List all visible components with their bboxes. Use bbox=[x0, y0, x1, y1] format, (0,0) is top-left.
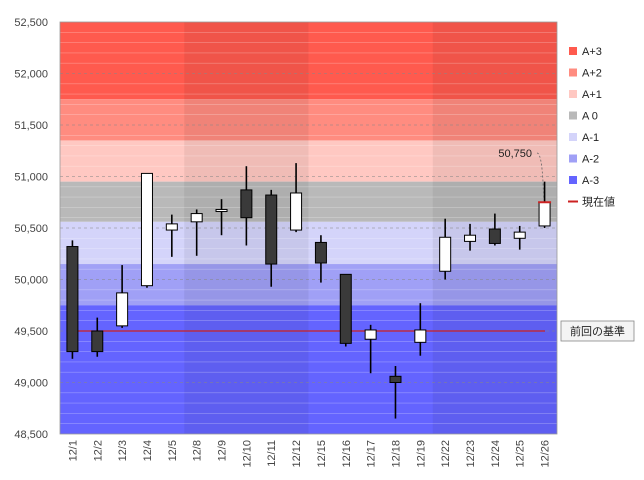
x-tick-label: 12/3 bbox=[117, 440, 129, 461]
candle-body bbox=[190, 213, 203, 223]
x-tick-label: 12/5 bbox=[167, 440, 179, 461]
candle-body bbox=[464, 234, 477, 242]
x-tick-label: 12/9 bbox=[217, 440, 229, 461]
legend-label: A+1 bbox=[582, 89, 602, 101]
x-tick-label: 12/2 bbox=[92, 440, 104, 461]
legend-swatch bbox=[569, 176, 577, 184]
x-tick-label: 12/12 bbox=[291, 440, 303, 468]
x-tick-label: 12/16 bbox=[341, 440, 353, 468]
legend-swatch bbox=[569, 154, 577, 163]
previous-baseline-label: 前回の基準 bbox=[570, 324, 625, 338]
candle-body bbox=[414, 329, 427, 343]
x-tick-label: 12/18 bbox=[390, 440, 402, 468]
legend-label: A-2 bbox=[582, 154, 599, 166]
candle-body bbox=[140, 172, 153, 287]
x-tick-label: 12/17 bbox=[366, 440, 378, 468]
candle-body bbox=[290, 192, 303, 231]
candle-body bbox=[265, 194, 278, 265]
x-tick-label: 12/22 bbox=[440, 440, 452, 468]
band-Aplus3 bbox=[60, 22, 557, 100]
y-tick-label: 51,500 bbox=[14, 120, 48, 132]
candle-body bbox=[240, 189, 253, 219]
x-tick-label: 12/19 bbox=[415, 440, 427, 468]
band-Aminus3 bbox=[60, 305, 557, 434]
y-tick-label: 52,000 bbox=[14, 69, 48, 81]
candle-body bbox=[339, 273, 352, 344]
y-tick-label: 52,500 bbox=[14, 17, 48, 29]
candle-body bbox=[165, 223, 178, 231]
candle-body bbox=[314, 241, 327, 264]
legend-swatch bbox=[569, 111, 577, 120]
candle-body bbox=[389, 375, 402, 384]
x-tick-label: 12/8 bbox=[192, 440, 204, 461]
x-tick-label: 12/23 bbox=[465, 440, 477, 468]
legend-label: A 0 bbox=[582, 111, 598, 123]
y-tick-label: 50,500 bbox=[14, 223, 48, 235]
x-tick-label: 12/24 bbox=[490, 440, 502, 468]
plot-border bbox=[59, 21, 558, 435]
candle-body bbox=[538, 201, 551, 227]
candle-body bbox=[513, 231, 526, 239]
candle-body bbox=[364, 329, 377, 340]
candle-body bbox=[91, 330, 104, 353]
legend-label: A+2 bbox=[582, 68, 602, 80]
legend-swatch bbox=[569, 47, 577, 55]
x-tick-label: 12/26 bbox=[540, 440, 552, 468]
candle-body bbox=[488, 228, 501, 244]
current-value-leader bbox=[536, 152, 544, 199]
x-tick-label: 12/1 bbox=[67, 440, 79, 461]
y-tick-label: 48,500 bbox=[14, 429, 48, 441]
x-tick-label: 12/25 bbox=[515, 440, 527, 468]
legend-label: A-1 bbox=[582, 132, 599, 144]
current-value-label: 50,750 bbox=[498, 148, 532, 160]
legend-swatch bbox=[569, 133, 577, 141]
legend-label: 現在値 bbox=[582, 196, 615, 209]
x-tick-label: 12/15 bbox=[316, 440, 328, 468]
candle-body bbox=[66, 246, 79, 353]
y-tick-label: 51,000 bbox=[14, 172, 48, 184]
y-tick-label: 49,000 bbox=[14, 378, 48, 390]
candle-body bbox=[215, 208, 228, 213]
x-tick-label: 12/4 bbox=[142, 440, 154, 461]
y-tick-label: 50,000 bbox=[14, 275, 48, 287]
x-tick-label: 12/10 bbox=[241, 440, 253, 468]
legend-swatch bbox=[569, 68, 577, 77]
legend-swatch bbox=[569, 90, 577, 98]
band-Aplus2 bbox=[60, 99, 557, 141]
legend-label: A-3 bbox=[582, 175, 599, 187]
previous-baseline-box bbox=[560, 320, 635, 342]
candle-body bbox=[116, 292, 129, 327]
candle-body bbox=[439, 236, 452, 272]
legend-label: A+3 bbox=[582, 46, 602, 58]
x-tick-label: 12/11 bbox=[266, 440, 278, 467]
y-tick-label: 49,500 bbox=[14, 326, 48, 338]
